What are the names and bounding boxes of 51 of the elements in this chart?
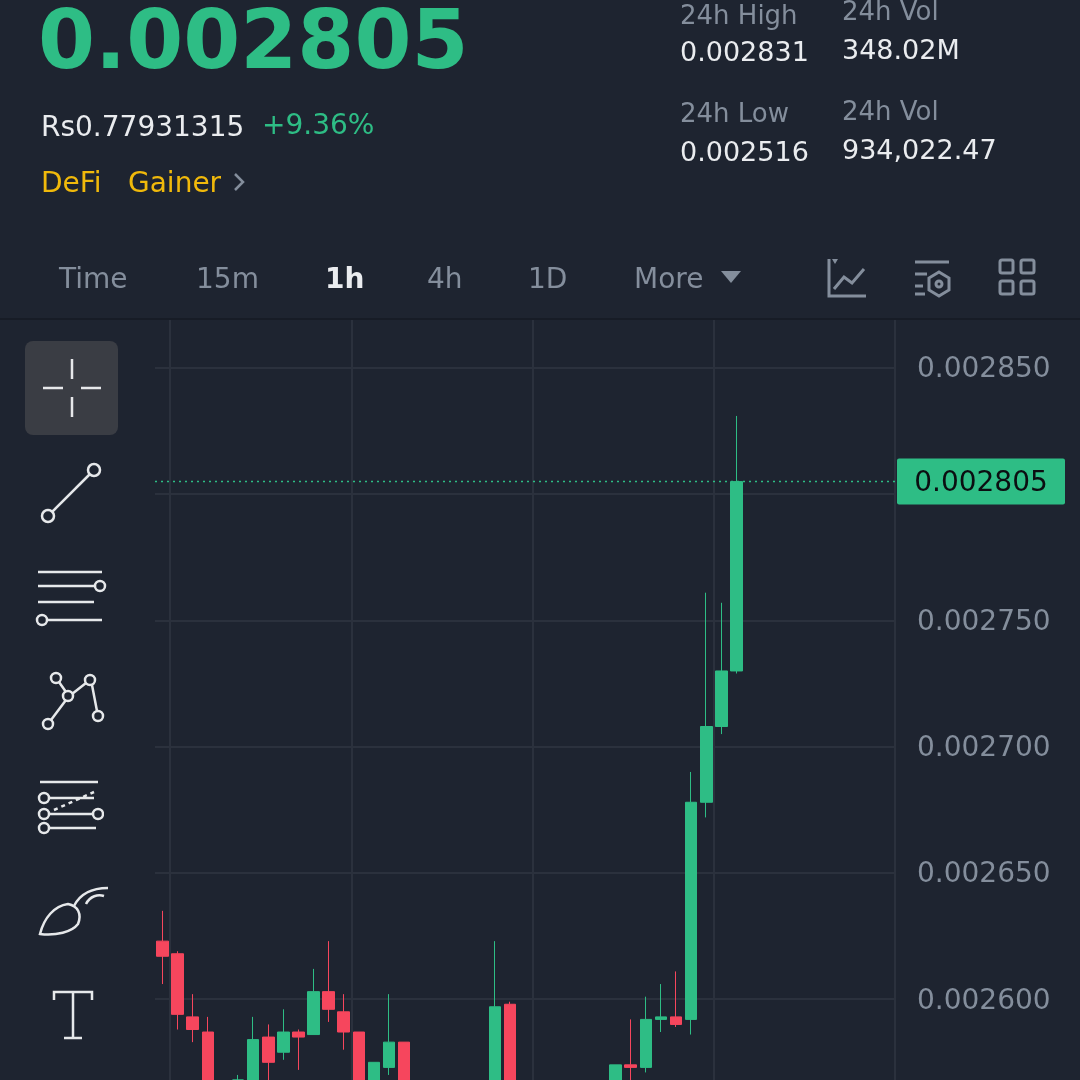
text: 934,022.47 [842, 134, 997, 165]
candlestick [670, 970, 682, 1028]
candlestick [489, 940, 501, 1080]
text: 24h High [680, 0, 798, 30]
y-tick-label: 0.002650 [917, 856, 1051, 890]
text: +9.36% [262, 108, 375, 141]
text: Gainer [128, 166, 222, 199]
text: Rs0.77931315 [41, 110, 245, 143]
y-tick-label: 0.002700 [917, 730, 1051, 764]
candlestick [398, 1041, 410, 1080]
candlestick [655, 983, 667, 1033]
candlestick [640, 996, 652, 1073]
candlestick [337, 993, 350, 1051]
text: 24h Vol [842, 96, 939, 126]
text: 24h Vol [842, 0, 939, 26]
candlestick [232, 1074, 244, 1080]
candlestick [353, 1031, 365, 1080]
y-tick-label: 0.002850 [917, 351, 1051, 385]
text: 348.02M [842, 34, 960, 65]
chart-title: 0.002805 [38, 0, 469, 87]
candlestick [307, 968, 320, 1036]
text: DeFi [41, 166, 102, 199]
text: 0.002516 [680, 136, 809, 167]
candlestick [186, 993, 199, 1043]
candlestick [383, 993, 395, 1076]
candlestick [277, 1008, 290, 1061]
candlestick [202, 1016, 214, 1080]
text: Time [59, 262, 128, 295]
candlestick [156, 910, 169, 985]
candlestick [171, 950, 184, 1030]
text: 15m [196, 262, 259, 295]
y-tick-label: 0.002600 [917, 982, 1051, 1016]
candlestick [504, 1001, 516, 1080]
candlestick [685, 771, 697, 1036]
candlestick [624, 1018, 637, 1080]
text: 1h [325, 262, 365, 295]
candlestick [262, 1023, 275, 1080]
text: 24h Low [680, 98, 790, 128]
candlestick [292, 1029, 305, 1071]
candlestick [609, 1064, 622, 1080]
candlestick [368, 1061, 380, 1080]
y-tick-label: 0.002750 [917, 603, 1051, 637]
candlestick [715, 602, 728, 735]
candlestick [247, 1016, 259, 1080]
text: 0.002831 [680, 36, 809, 67]
ref-line-label: 0.002805 [914, 465, 1048, 499]
text: 1D [528, 262, 568, 295]
candlestick [322, 940, 335, 1023]
candlestick [700, 592, 713, 818]
text: 4h [427, 262, 463, 295]
text: More [634, 262, 704, 295]
